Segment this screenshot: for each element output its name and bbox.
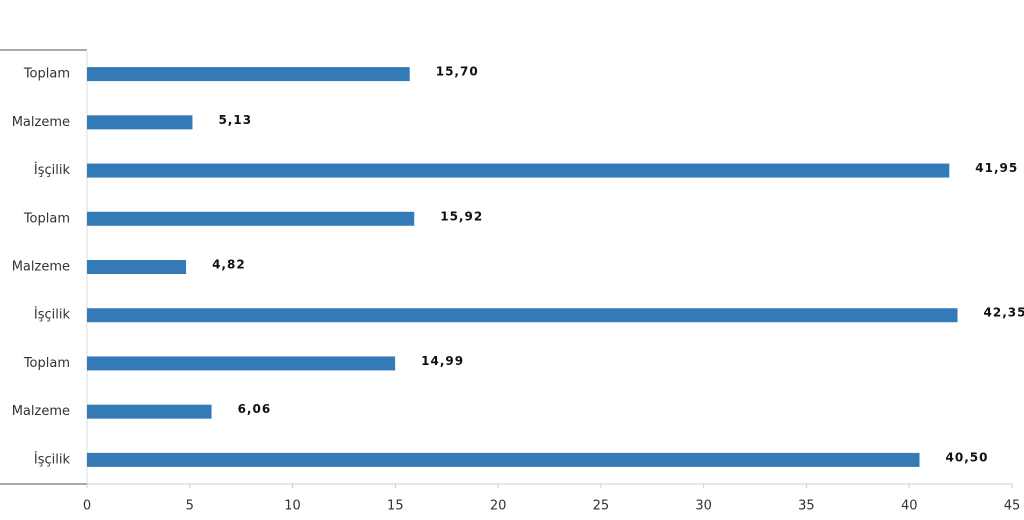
value-label: 15,92: [440, 209, 483, 223]
y-tick-label: Malzeme: [12, 115, 70, 130]
value-label: 42,35: [984, 306, 1024, 320]
y-tick-label: Toplam: [23, 67, 70, 82]
value-label: 14,99: [421, 354, 464, 368]
x-tick-label: 30: [695, 499, 712, 514]
y-tick-label: İşçilik: [34, 162, 71, 178]
value-label: 40,50: [946, 450, 989, 464]
y-tick-label: İşçilik: [34, 451, 71, 467]
x-tick-label: 10: [284, 499, 301, 514]
y-tick-label: Malzeme: [12, 404, 70, 419]
x-tick-label: 0: [83, 499, 91, 514]
y-tick-label: Toplam: [23, 356, 70, 371]
bar: [87, 67, 410, 82]
value-label: 41,95: [975, 161, 1018, 175]
x-tick-label: 20: [490, 499, 507, 514]
x-tick-label: 45: [1004, 499, 1021, 514]
y-tick-label: Toplam: [23, 211, 70, 226]
value-label: 4,82: [212, 258, 246, 272]
bar: [87, 308, 958, 323]
value-label: 15,70: [436, 65, 479, 79]
x-tick-label: 5: [186, 499, 194, 514]
bar: [87, 163, 950, 178]
bar: [87, 452, 920, 467]
x-tick-label: 40: [901, 499, 918, 514]
x-tick-label: 35: [798, 499, 815, 514]
y-tick-label: İşçilik: [34, 307, 71, 323]
bar: [87, 115, 193, 130]
bar: [87, 404, 212, 419]
bar: [87, 356, 396, 371]
x-tick-label: 15: [387, 499, 404, 514]
value-label: 5,13: [218, 113, 252, 127]
bar: [87, 260, 187, 274]
x-tick-label: 25: [593, 499, 610, 514]
value-label: 6,06: [238, 402, 272, 416]
y-tick-label: Malzeme: [12, 260, 70, 275]
bar: [87, 211, 415, 226]
